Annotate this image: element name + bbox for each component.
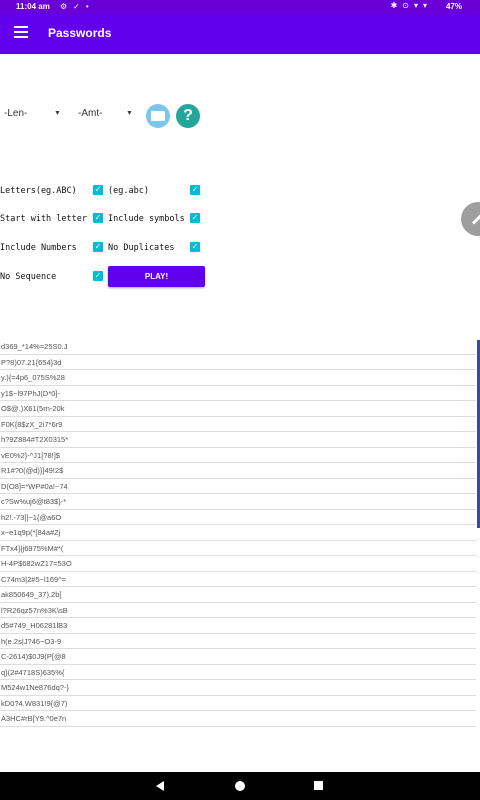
option-letters-upper-label: Letters(eg.ABC) [0, 186, 77, 196]
battery-level: 47% [445, 2, 462, 11]
password-row[interactable]: c?Sw%uj6@t83$}-* [0, 494, 476, 510]
option-no-sequence-checkbox[interactable]: ✓ [93, 271, 103, 281]
list-scrollbar[interactable] [477, 340, 480, 528]
chevron-down-icon: ▼ [126, 110, 133, 117]
check-icon: ✓ [191, 213, 199, 222]
length-dropdown[interactable]: -Len- ▼ [4, 108, 64, 119]
system-icons: ✱⊙▾▾ [390, 1, 432, 10]
password-list: d369_*14%=25S0.J P?8)07.21{654}3d y.){=4… [0, 339, 476, 727]
option-letters-upper-checkbox[interactable]: ✓ [93, 185, 103, 195]
pencil-icon [471, 212, 480, 225]
amount-dropdown-label: -Amt- [78, 108, 103, 119]
option-no-duplicates-checkbox[interactable]: ✓ [190, 242, 200, 252]
home-icon[interactable] [235, 781, 245, 791]
password-row[interactable]: ak850649_37).2b[ [0, 587, 476, 603]
status-time: 11:04 am [16, 2, 50, 11]
check-icon: ✓ [94, 242, 102, 251]
password-row[interactable]: D(O8]=*WP#0a!~74 [0, 479, 476, 494]
password-row[interactable]: C74m3|2#5~l169^= [0, 572, 476, 587]
chevron-down-icon: ▼ [54, 110, 61, 117]
password-row[interactable]: R1#?0(@d)}]49!2$ [0, 463, 476, 479]
check-icon: ✓ [191, 185, 199, 194]
password-row[interactable]: H-4P$682wZ17=53O [0, 556, 476, 572]
option-no-sequence-label: No Sequence [0, 272, 57, 282]
back-icon[interactable] [156, 781, 164, 791]
play-button[interactable]: PLAY! [108, 266, 205, 287]
envelope-icon [151, 111, 165, 121]
password-row[interactable]: y1$~l97PhJ(D*0]- [0, 386, 476, 401]
app-bar: Passwords [0, 14, 480, 54]
password-row[interactable]: A3HC#rB[Y9.^0e7n [0, 711, 476, 727]
password-row[interactable]: l?R26qz57n%3K\sB [0, 603, 476, 618]
option-letters-lower-checkbox[interactable]: ✓ [190, 185, 200, 195]
amount-dropdown[interactable]: -Amt- ▼ [78, 108, 136, 119]
check-icon: ✓ [94, 185, 102, 194]
password-row[interactable]: M524w1Ne876dq?-} [0, 680, 476, 696]
length-dropdown-label: -Len- [4, 108, 28, 119]
option-letters-lower-label: (eg.abc) [108, 186, 149, 196]
password-row[interactable]: y.){=4p6_075S%28 [0, 370, 476, 386]
check-icon: ✓ [94, 271, 102, 280]
password-row[interactable]: vE0%2}-^J1[?8!]$ [0, 448, 476, 463]
menu-icon[interactable] [14, 26, 28, 40]
question-icon: ? [183, 107, 193, 124]
option-include-symbols-checkbox[interactable]: ✓ [190, 213, 200, 223]
notification-icons: ⚙✓• [60, 2, 95, 11]
option-include-numbers-checkbox[interactable]: ✓ [93, 242, 103, 252]
email-button[interactable] [146, 104, 170, 128]
password-row[interactable]: C-2614)$0J9(P[@8 [0, 649, 476, 665]
check-icon: ✓ [94, 213, 102, 222]
password-row[interactable]: FTx4}|j6975%M#*( [0, 541, 476, 556]
password-row[interactable]: h2!.-73[|~1{@a6O [0, 510, 476, 525]
password-row[interactable]: h(e.2s|J?46~O3-9 [0, 634, 476, 649]
password-row[interactable]: q}(2#4718S)635%{ [0, 665, 476, 680]
check-icon: ✓ [191, 242, 199, 251]
password-row[interactable]: P?8)07.21{654}3d [0, 355, 476, 370]
page-title: Passwords [48, 26, 112, 40]
password-row[interactable]: d5#749_H06281lB3 [0, 618, 476, 634]
option-include-numbers-label: Include Numbers [0, 243, 77, 253]
recent-apps-icon[interactable] [314, 781, 323, 790]
system-nav-bar [0, 772, 480, 800]
help-button[interactable]: ? [176, 104, 200, 128]
option-include-symbols-label: Include symbols [108, 214, 185, 224]
password-row[interactable]: h?9Z884#T2X0315* [0, 432, 476, 448]
password-row[interactable]: x~e1q9p(*[84a#Zj [0, 525, 476, 541]
password-row[interactable]: O$@.)X61(5rn-20k [0, 401, 476, 417]
edit-fab-button[interactable] [461, 202, 480, 236]
password-row[interactable]: d369_*14%=25S0.J [0, 339, 476, 355]
status-bar: 11:04 am ⚙✓• ✱⊙▾▾ 47% [0, 0, 480, 14]
option-start-letter-label: Start with letter [0, 214, 87, 224]
option-start-letter-checkbox[interactable]: ✓ [93, 213, 103, 223]
password-row[interactable]: kD0?4.W831!9{@7) [0, 696, 476, 711]
option-no-duplicates-label: No Duplicates [108, 243, 175, 253]
password-row[interactable]: F0K{8$zX_2i7*6r9 [0, 417, 476, 432]
